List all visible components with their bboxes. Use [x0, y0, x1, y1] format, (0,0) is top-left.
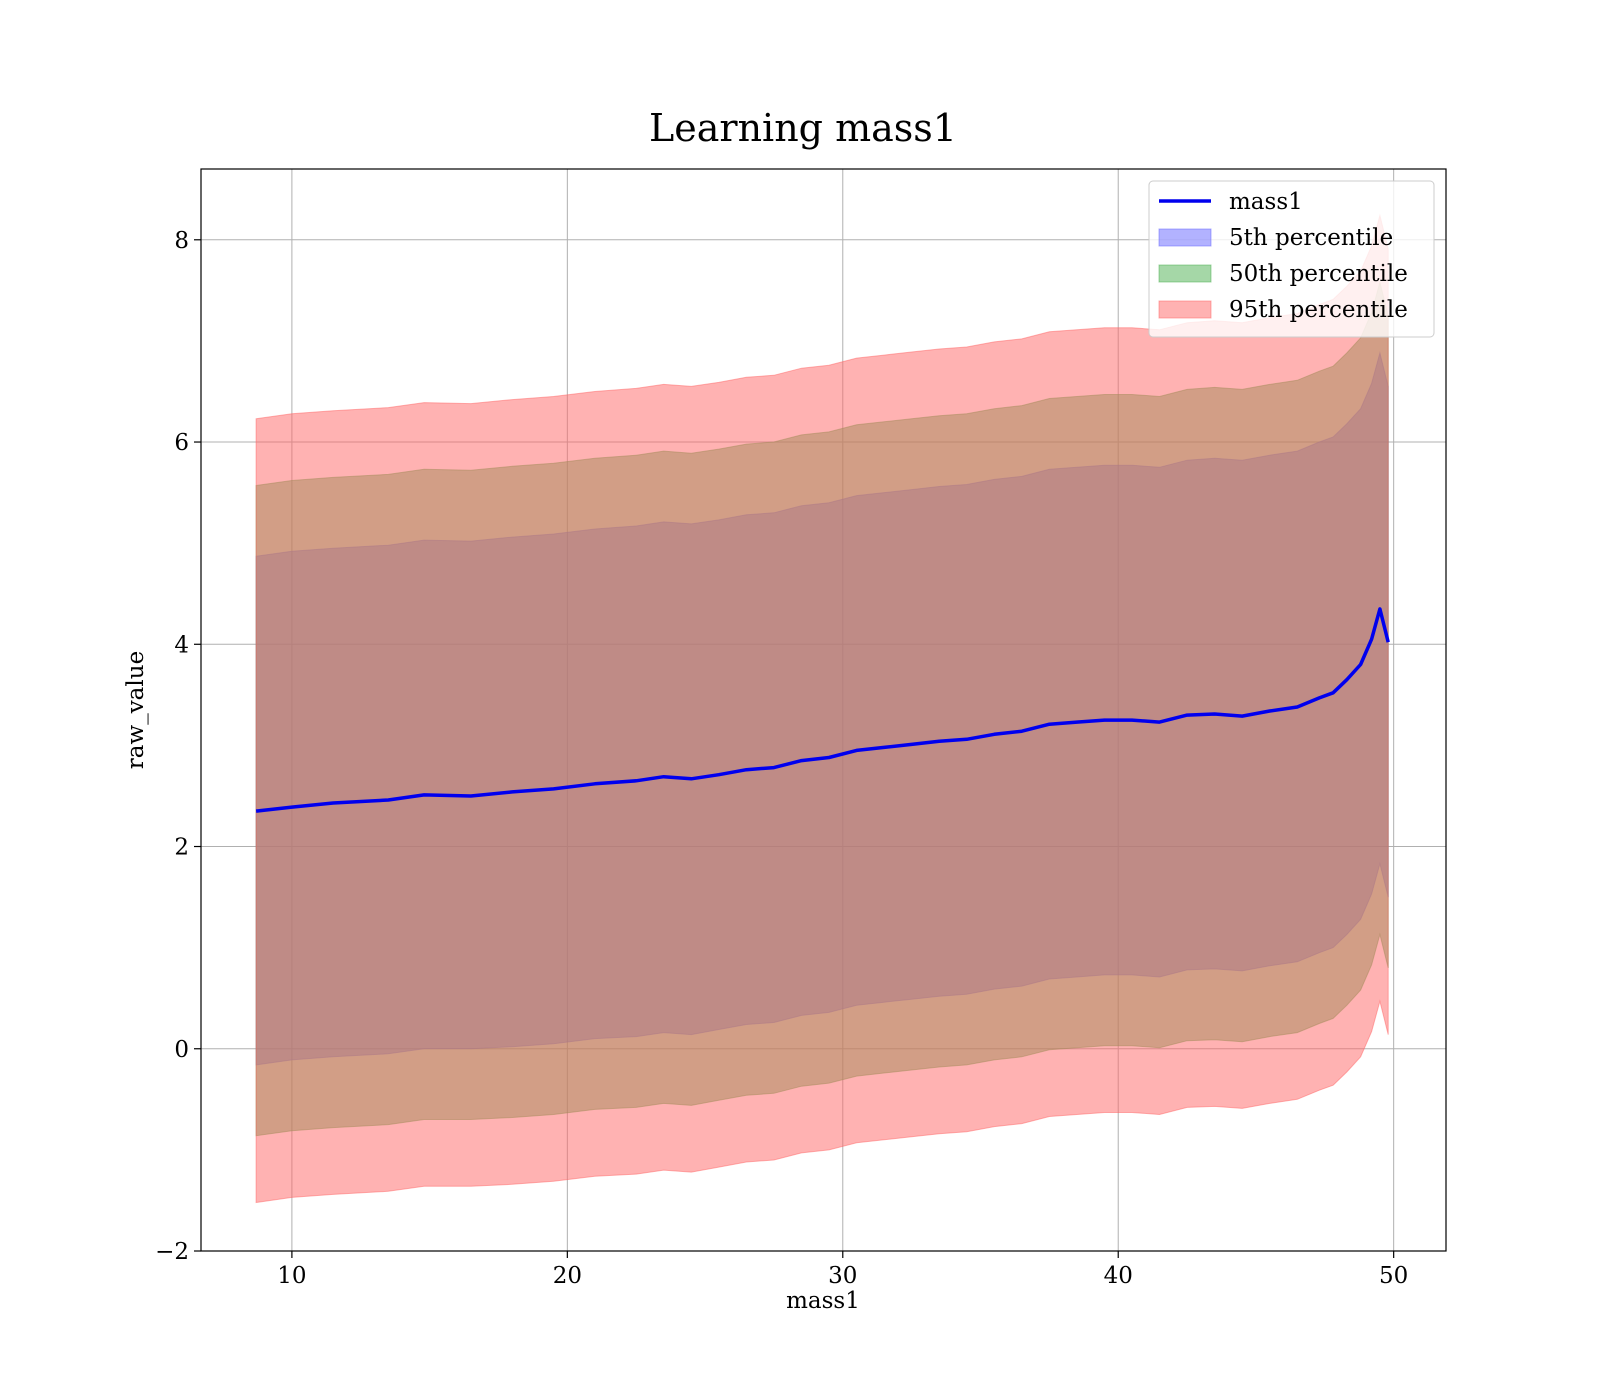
percentile-bands: [255, 213, 1389, 1204]
legend-label: 95th percentile: [1229, 297, 1408, 323]
legend-label: 5th percentile: [1229, 225, 1393, 251]
legend-swatch: [1158, 300, 1212, 319]
legend-label: 50th percentile: [1229, 261, 1408, 287]
line-mass1: [255, 607, 1390, 813]
x-tick-label: 50: [1379, 1263, 1408, 1289]
band-95th-percentile: [255, 213, 1389, 1204]
legend-swatch: [1158, 228, 1212, 247]
series-lines: [255, 607, 1390, 813]
y-tick-label: 8: [174, 228, 189, 254]
x-tick-label: 40: [1104, 1263, 1133, 1289]
x-tick-label: 10: [277, 1263, 306, 1289]
legend-box: [1148, 180, 1435, 338]
chart-title: Learning mass1: [649, 106, 957, 150]
y-tick-label: 0: [174, 1037, 189, 1063]
x-axis-label: mass1: [786, 1288, 860, 1314]
y-tick-label: 2: [174, 835, 189, 861]
x-tick-label: 30: [828, 1263, 857, 1289]
y-tick-label: −2: [155, 1239, 189, 1265]
y-axis-label: raw_value: [123, 651, 149, 769]
x-tick-label: 20: [553, 1263, 582, 1289]
legend-label: mass1: [1229, 189, 1303, 215]
legend: mass1 5th percentile 50th percentile 95th p…: [1148, 180, 1435, 338]
y-tick-label: 6: [174, 430, 189, 456]
y-tick-label: 4: [174, 632, 189, 658]
legend-swatch: [1158, 264, 1212, 283]
axis-ticks: 10 20 30 40 50 −2 0 2 4 6 8: [155, 228, 1408, 1289]
plot-frame: [200, 168, 1447, 1252]
